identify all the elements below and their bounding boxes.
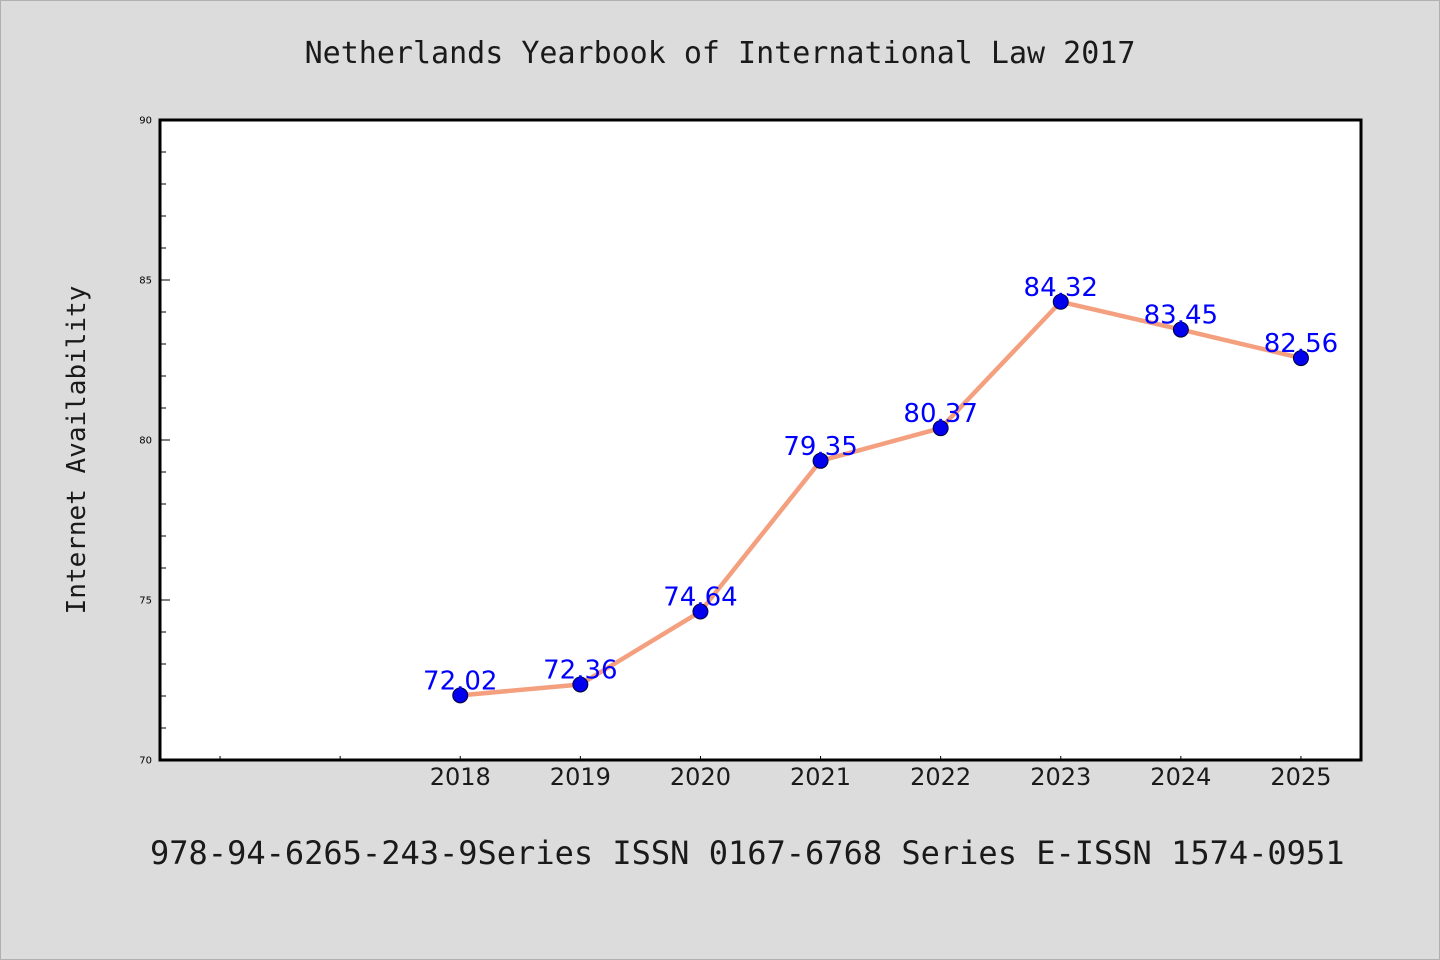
data-point (812, 452, 829, 469)
x-tick-label: 2024 (1150, 763, 1211, 791)
series-lines (458, 299, 1304, 698)
data-label: 84.32 (1024, 273, 1098, 303)
data-label: 82.56 (1264, 329, 1338, 359)
x-tick-label: 2020 (670, 763, 731, 791)
data-point (692, 603, 709, 620)
x-tick-label: 2018 (430, 763, 491, 791)
data-point (452, 687, 469, 704)
y-tick-label: 70 (139, 756, 152, 767)
footer-isbn-issn: 978-94-6265-243-9Series ISSN 0167-6768 S… (150, 834, 1344, 872)
y-tick-label: 90 (139, 116, 152, 127)
x-axis-ticks: 2018 2019 2020 2021 2022 2023 2024 2025 (219, 756, 1331, 791)
data-labels: 72.02 72.36 74.64 79.35 80.37 84.32 83.45 82.56 (423, 273, 1338, 697)
data-label: 83.45 (1144, 301, 1218, 331)
data-label: 72.36 (543, 655, 617, 685)
series-line (458, 299, 1304, 698)
x-tick-label: 2021 (790, 763, 851, 791)
data-point (572, 676, 589, 693)
x-tick-label: 2022 (910, 763, 971, 791)
data-point (932, 420, 949, 437)
data-label: 80.37 (903, 399, 977, 429)
data-point (1172, 321, 1189, 338)
chart-title: Netherlands Yearbook of International La… (305, 36, 1136, 71)
y-tick-label: 85 (139, 276, 152, 287)
plot-frame (158, 118, 1363, 762)
x-tick-label: 2023 (1030, 763, 1091, 791)
series-markers (452, 293, 1309, 704)
plot-area (160, 120, 1361, 760)
data-label: 72.02 (423, 666, 497, 696)
data-point (1052, 293, 1069, 310)
data-point (1292, 350, 1309, 367)
y-tick-label: 75 (139, 596, 152, 607)
x-tick-label: 2025 (1270, 763, 1331, 791)
y-axis-label: Internet Availability (62, 286, 92, 615)
data-label: 74.64 (663, 583, 737, 613)
x-tick-label: 2019 (550, 763, 611, 791)
data-label: 79.35 (783, 432, 857, 462)
y-tick-label: 80 (139, 436, 152, 447)
